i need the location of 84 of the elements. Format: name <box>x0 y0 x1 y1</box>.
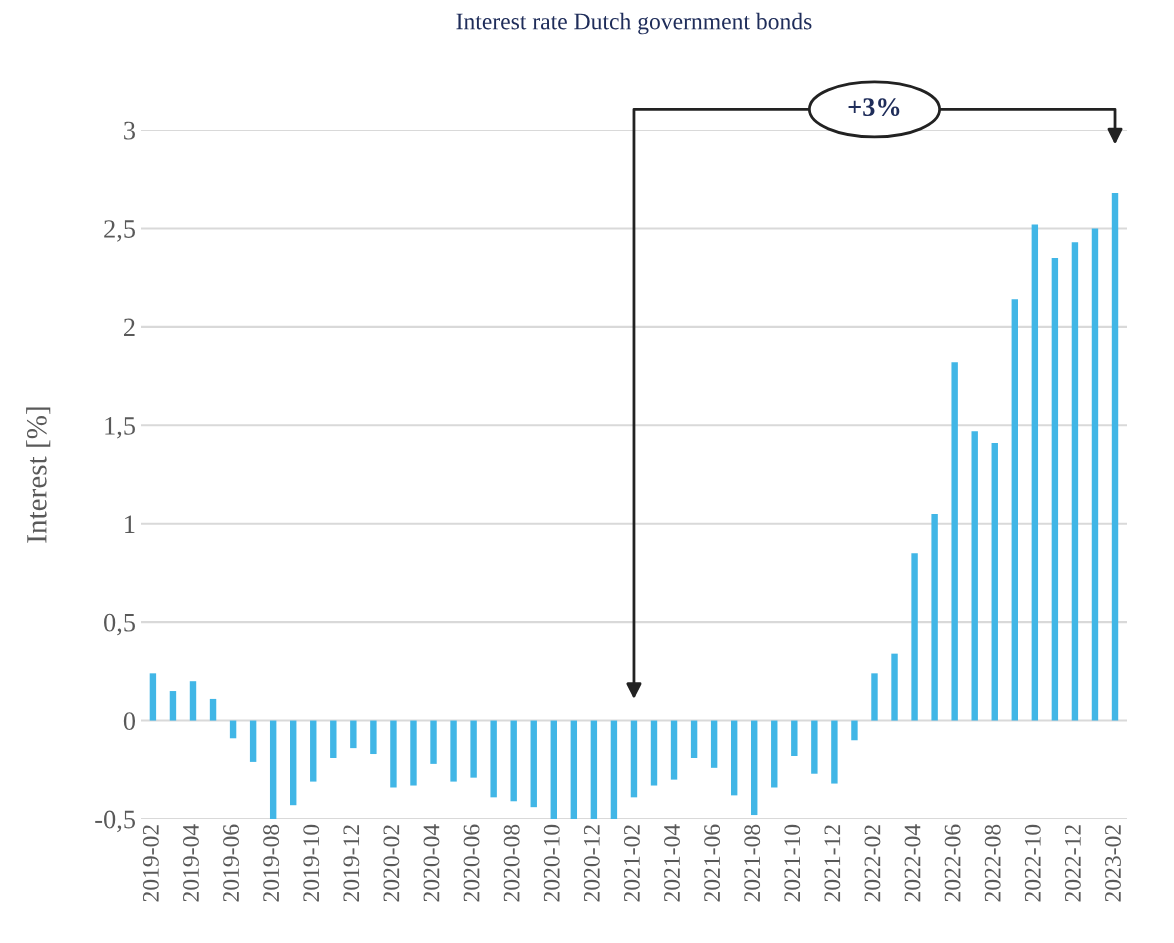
bar <box>991 443 998 721</box>
x-tick-label: 2021-12 <box>824 825 841 902</box>
bar <box>1071 242 1079 721</box>
bar <box>330 720 337 758</box>
x-tick-label: 2020-04 <box>423 824 440 902</box>
x-tick-label: 2020-02 <box>383 825 400 902</box>
x-tick-label: 2019-06 <box>223 824 239 902</box>
bar <box>390 720 397 788</box>
x-tick-label: 2022-02 <box>864 825 881 902</box>
bar <box>269 720 277 819</box>
bar <box>811 720 818 774</box>
y-tick-label: 2,5 <box>104 220 135 242</box>
x-tick-label: 2019-04 <box>182 824 199 902</box>
bar <box>370 720 377 755</box>
bar <box>530 720 537 808</box>
bar <box>871 673 878 721</box>
x-tick-label: 2021-02 <box>623 825 640 902</box>
x-tick-label: 2022-12 <box>1064 825 1081 902</box>
x-tick-label: 2022-10 <box>1024 824 1041 902</box>
bar <box>490 720 497 798</box>
bar <box>510 720 517 802</box>
bar <box>1111 193 1119 721</box>
x-tick-label: 2021-10 <box>784 824 801 902</box>
bar <box>570 720 578 819</box>
bar <box>610 720 618 819</box>
bar <box>350 720 357 749</box>
y-tick-label: 1 <box>125 515 135 533</box>
bar <box>951 362 958 721</box>
bar <box>630 720 638 798</box>
y-tick-label: 1,5 <box>105 417 135 439</box>
bar <box>590 720 598 819</box>
bar <box>189 681 197 721</box>
y-tick-label: 2 <box>123 318 135 337</box>
bar <box>791 720 798 757</box>
bar <box>971 431 978 721</box>
x-tick-label: 2021-08 <box>744 824 761 902</box>
bar <box>169 691 177 721</box>
y-tick-label: 3 <box>124 121 135 140</box>
x-tick-label: 2021-06 <box>704 824 721 902</box>
bar <box>1011 299 1018 721</box>
bar <box>650 720 658 786</box>
x-tick-label: 2020-06 <box>463 824 480 902</box>
bar <box>209 698 217 721</box>
bar <box>751 720 758 816</box>
bar <box>911 553 918 721</box>
bar <box>550 720 557 819</box>
bar <box>1051 257 1059 721</box>
bar <box>931 513 938 721</box>
x-tick-label: 2019-08 <box>263 824 280 902</box>
bar <box>149 673 157 721</box>
bar <box>470 720 477 778</box>
bar <box>1031 224 1039 721</box>
y-tick-label: -0,5 <box>95 810 135 833</box>
x-tick-label: 2019-02 <box>142 825 159 902</box>
x-tick-label: 2022-08 <box>984 824 1001 902</box>
bar <box>290 720 297 806</box>
x-tick-label: 2022-06 <box>944 824 961 902</box>
x-tick-label: 2019-10 <box>303 824 320 902</box>
bar <box>310 720 317 782</box>
y-tick-label: 0 <box>123 712 136 730</box>
y-tick-label: 0,5 <box>104 613 135 636</box>
bar <box>831 720 838 784</box>
bar <box>670 720 678 780</box>
bar <box>730 720 738 796</box>
bar <box>771 720 778 788</box>
x-tick-label: 2020-12 <box>583 825 600 902</box>
x-tick-label: 2022-04 <box>904 824 921 902</box>
bar <box>430 720 437 764</box>
x-tick-label: 2023-02 <box>1104 825 1121 902</box>
bar <box>710 720 718 768</box>
chart-title: Interest rate Dutch government bonds <box>456 12 812 35</box>
text: +3% <box>848 98 900 117</box>
y-axis-title: Interest [%] <box>26 407 51 543</box>
bar <box>891 653 898 721</box>
x-tick-label: 2021-04 <box>664 824 680 902</box>
bar <box>450 720 457 782</box>
bar <box>249 720 257 762</box>
x-tick-label: 2020-08 <box>503 824 520 902</box>
x-tick-label: 2019-12 <box>343 825 360 902</box>
bar <box>410 720 417 786</box>
bar <box>690 720 698 758</box>
bar <box>851 720 858 741</box>
bar <box>1091 228 1099 721</box>
x-tick-label: 2020-10 <box>543 824 560 902</box>
